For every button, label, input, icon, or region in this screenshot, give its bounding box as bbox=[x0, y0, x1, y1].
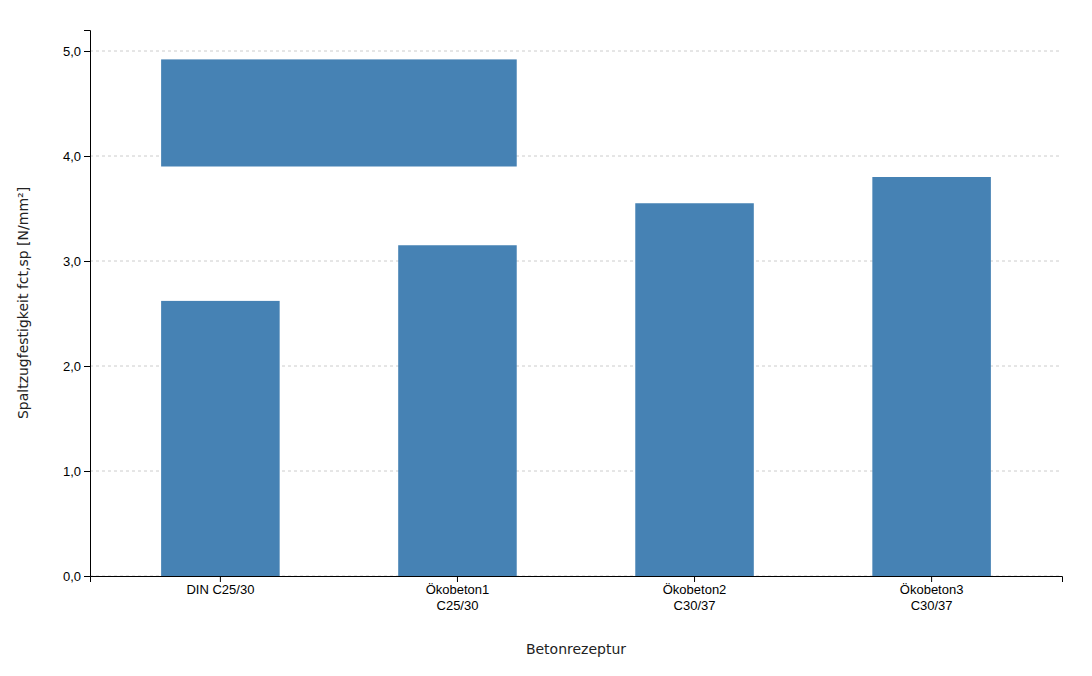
plot: 0,0 1,0 2,0 3,0 4,0 5,0 DIN C25/30 Ökobeton1C25… bbox=[63, 31, 1063, 613]
y-tick-label: 3,0 bbox=[63, 254, 81, 269]
x-tick: Ökobeton3C30/37 bbox=[900, 576, 964, 613]
reference-box bbox=[161, 59, 517, 166]
y-tick-label: 5,0 bbox=[63, 44, 81, 59]
x-tick-mark bbox=[457, 576, 458, 582]
y-tick: 1,0 bbox=[63, 464, 90, 479]
grid-line bbox=[90, 51, 1062, 52]
x-tick-mark bbox=[220, 576, 221, 582]
y-tick: 3,0 bbox=[63, 254, 90, 269]
y-tick-mark bbox=[84, 366, 90, 367]
y-tick-mark bbox=[84, 471, 90, 472]
y-axis: 0,0 1,0 2,0 3,0 4,0 5,0 bbox=[63, 31, 91, 584]
bar bbox=[161, 301, 280, 576]
y-tick-label: 2,0 bbox=[63, 359, 81, 374]
x-axis: DIN C25/30 Ökobeton1C25/30 Ökobeton2C30/37… bbox=[91, 576, 1063, 613]
x-tick-label: Ökobeton3C30/37 bbox=[900, 582, 964, 613]
marks bbox=[161, 59, 991, 576]
y-tick: 0,0 bbox=[63, 569, 90, 584]
y-tick-mark bbox=[84, 576, 90, 577]
x-tick-label: Ökobeton1C25/30 bbox=[426, 582, 490, 613]
bar bbox=[872, 177, 991, 576]
x-tick: DIN C25/30 bbox=[186, 576, 254, 597]
y-tick: 5,0 bbox=[63, 44, 90, 59]
x-tick-mark bbox=[694, 576, 695, 582]
y-axis-line bbox=[84, 31, 91, 577]
x-tick: Ökobeton1C25/30 bbox=[426, 576, 490, 613]
x-axis-title: Betonrezeptur bbox=[526, 641, 626, 657]
chart: 0,0 1,0 2,0 3,0 4,0 5,0 DIN C25/30 Ökobeton1C25… bbox=[0, 0, 1092, 676]
y-tick-label: 1,0 bbox=[63, 464, 81, 479]
y-tick-label: 0,0 bbox=[63, 569, 81, 584]
bar bbox=[635, 203, 754, 576]
grid bbox=[90, 51, 1062, 576]
x-tick-label: Ökobeton2C30/37 bbox=[663, 582, 727, 613]
y-tick-mark bbox=[84, 51, 90, 52]
bar bbox=[398, 245, 517, 576]
x-tick-mark bbox=[931, 576, 932, 582]
x-tick: Ökobeton2C30/37 bbox=[663, 576, 727, 613]
y-tick-label: 4,0 bbox=[63, 149, 81, 164]
y-tick-mark bbox=[84, 156, 90, 157]
y-axis-title: Spaltzugfestigkeit fct,sp [N/mm²] bbox=[15, 187, 31, 419]
y-tick: 4,0 bbox=[63, 149, 90, 164]
x-tick-label: DIN C25/30 bbox=[186, 582, 254, 597]
x-axis-line bbox=[91, 577, 1063, 583]
y-tick-mark bbox=[84, 261, 90, 262]
y-tick: 2,0 bbox=[63, 359, 90, 374]
